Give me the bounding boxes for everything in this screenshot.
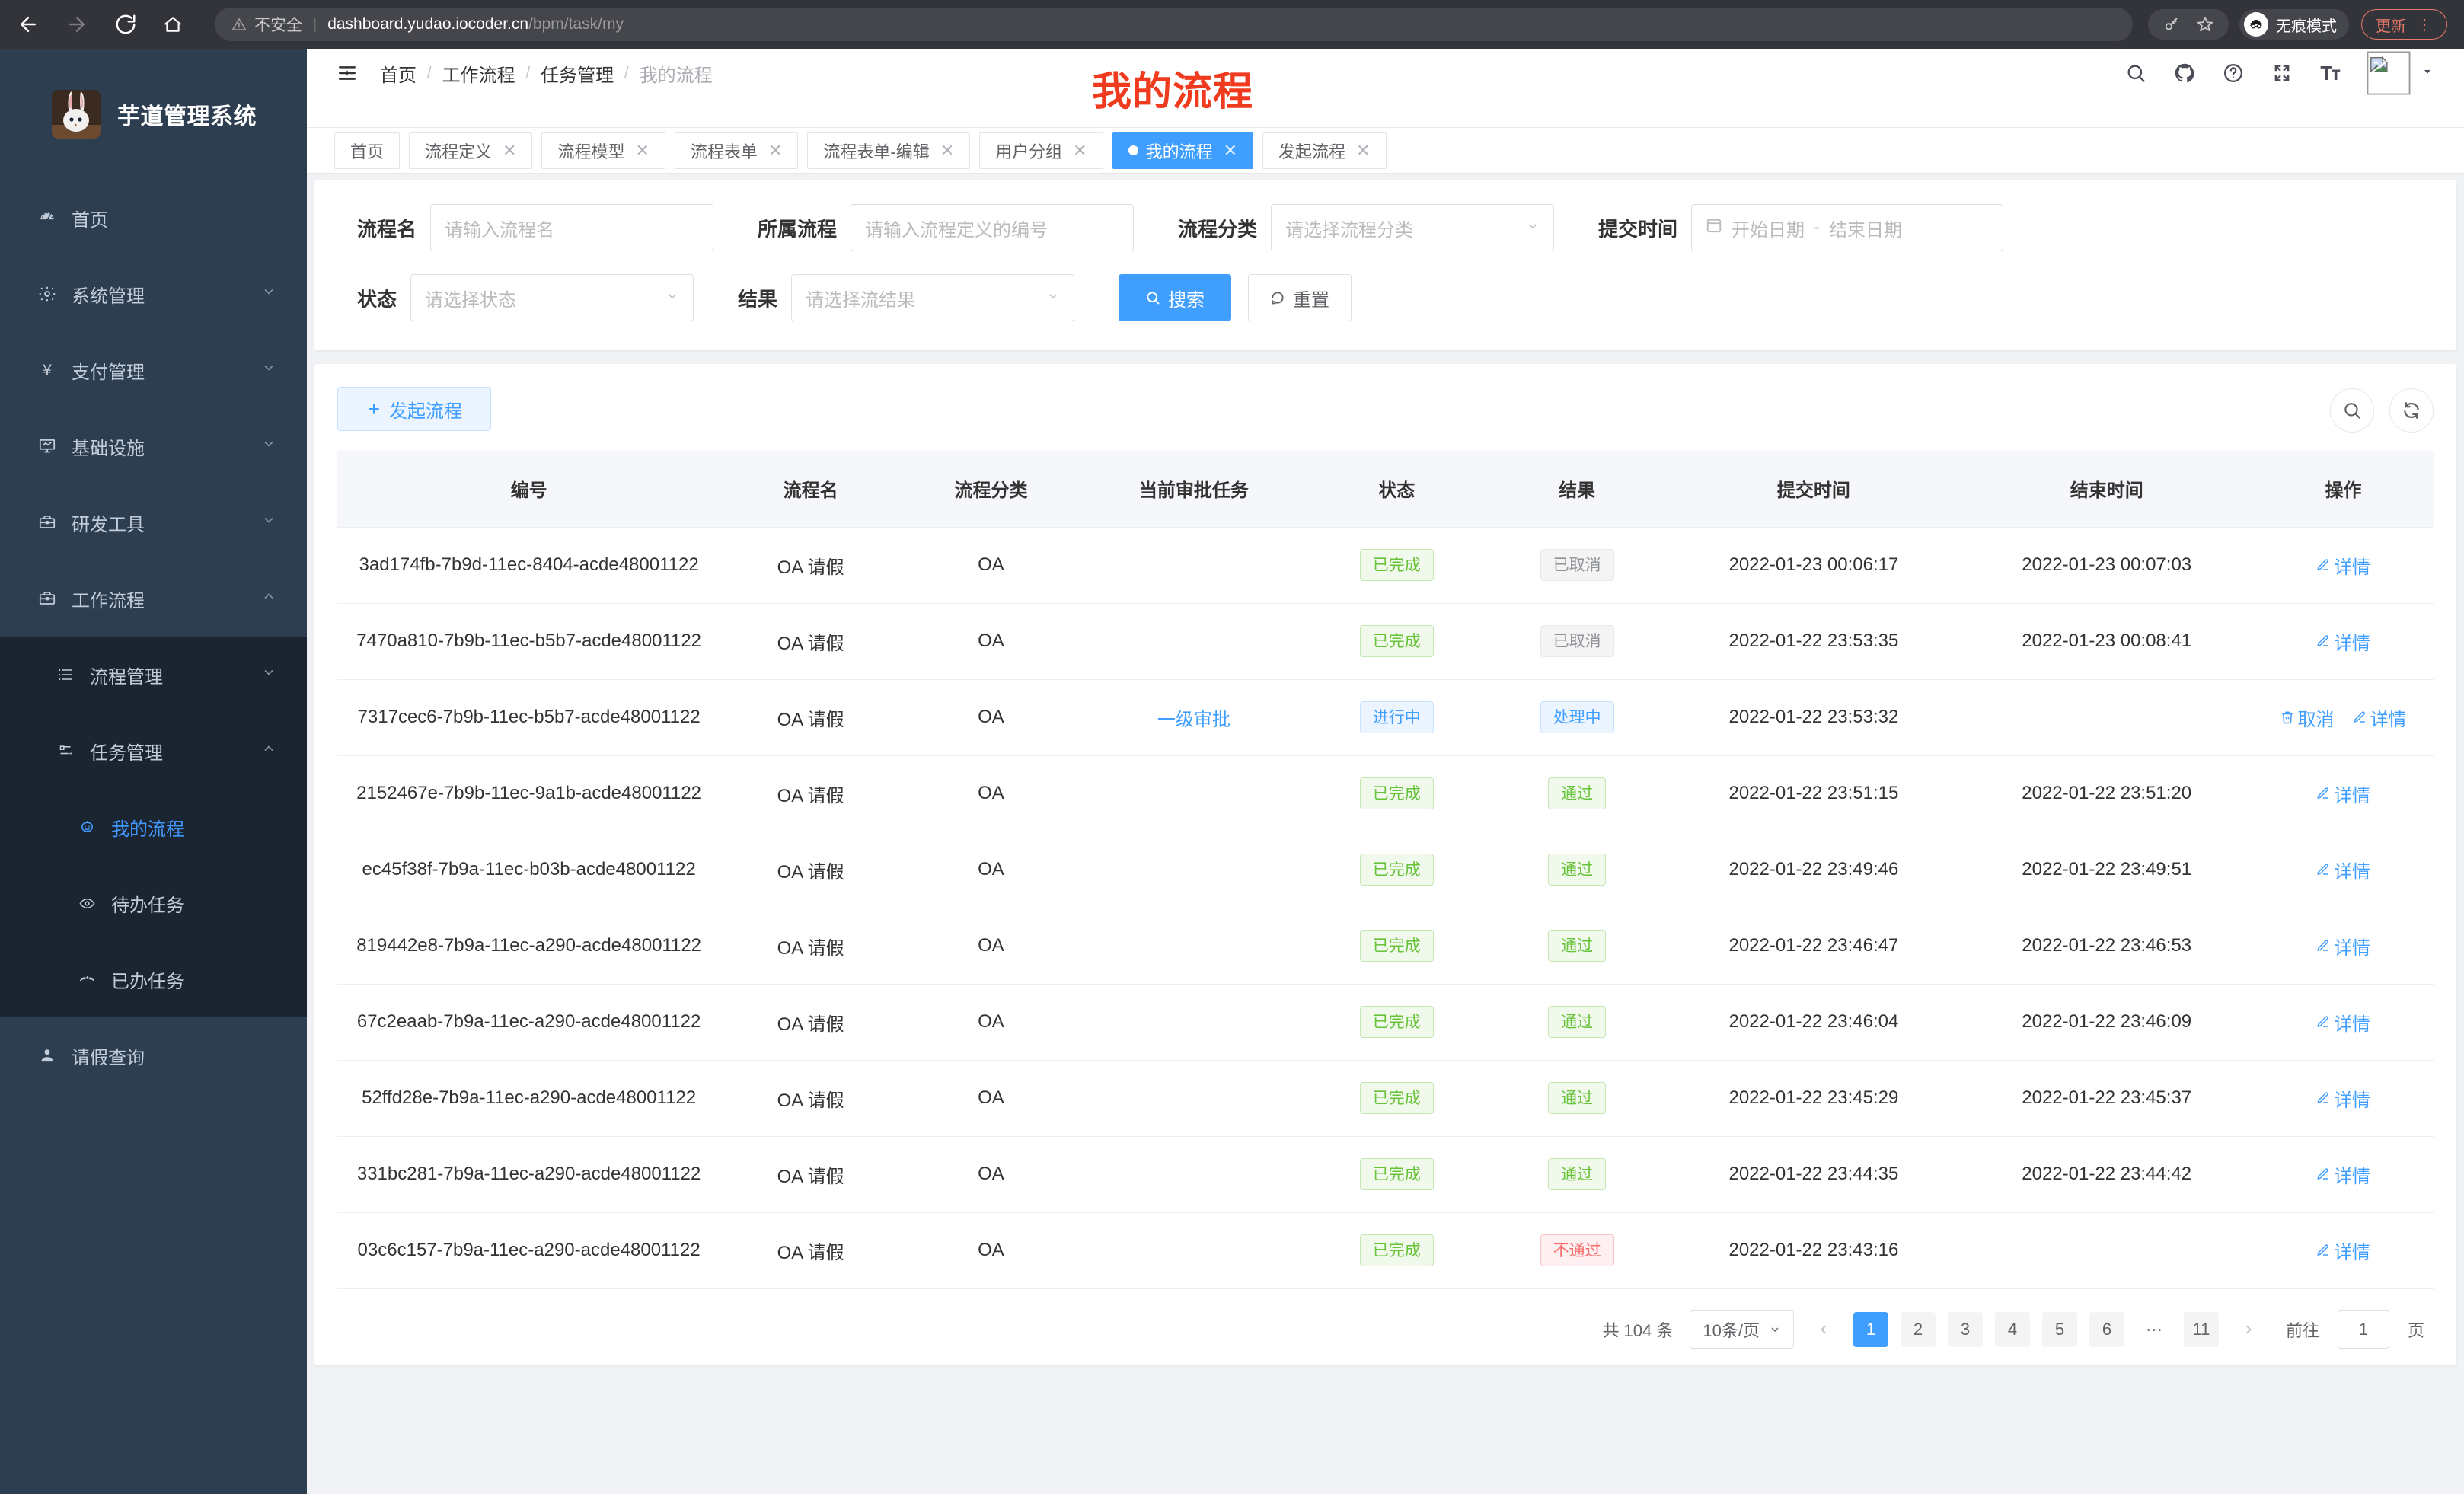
svg-text:¥: ¥ — [42, 362, 52, 379]
